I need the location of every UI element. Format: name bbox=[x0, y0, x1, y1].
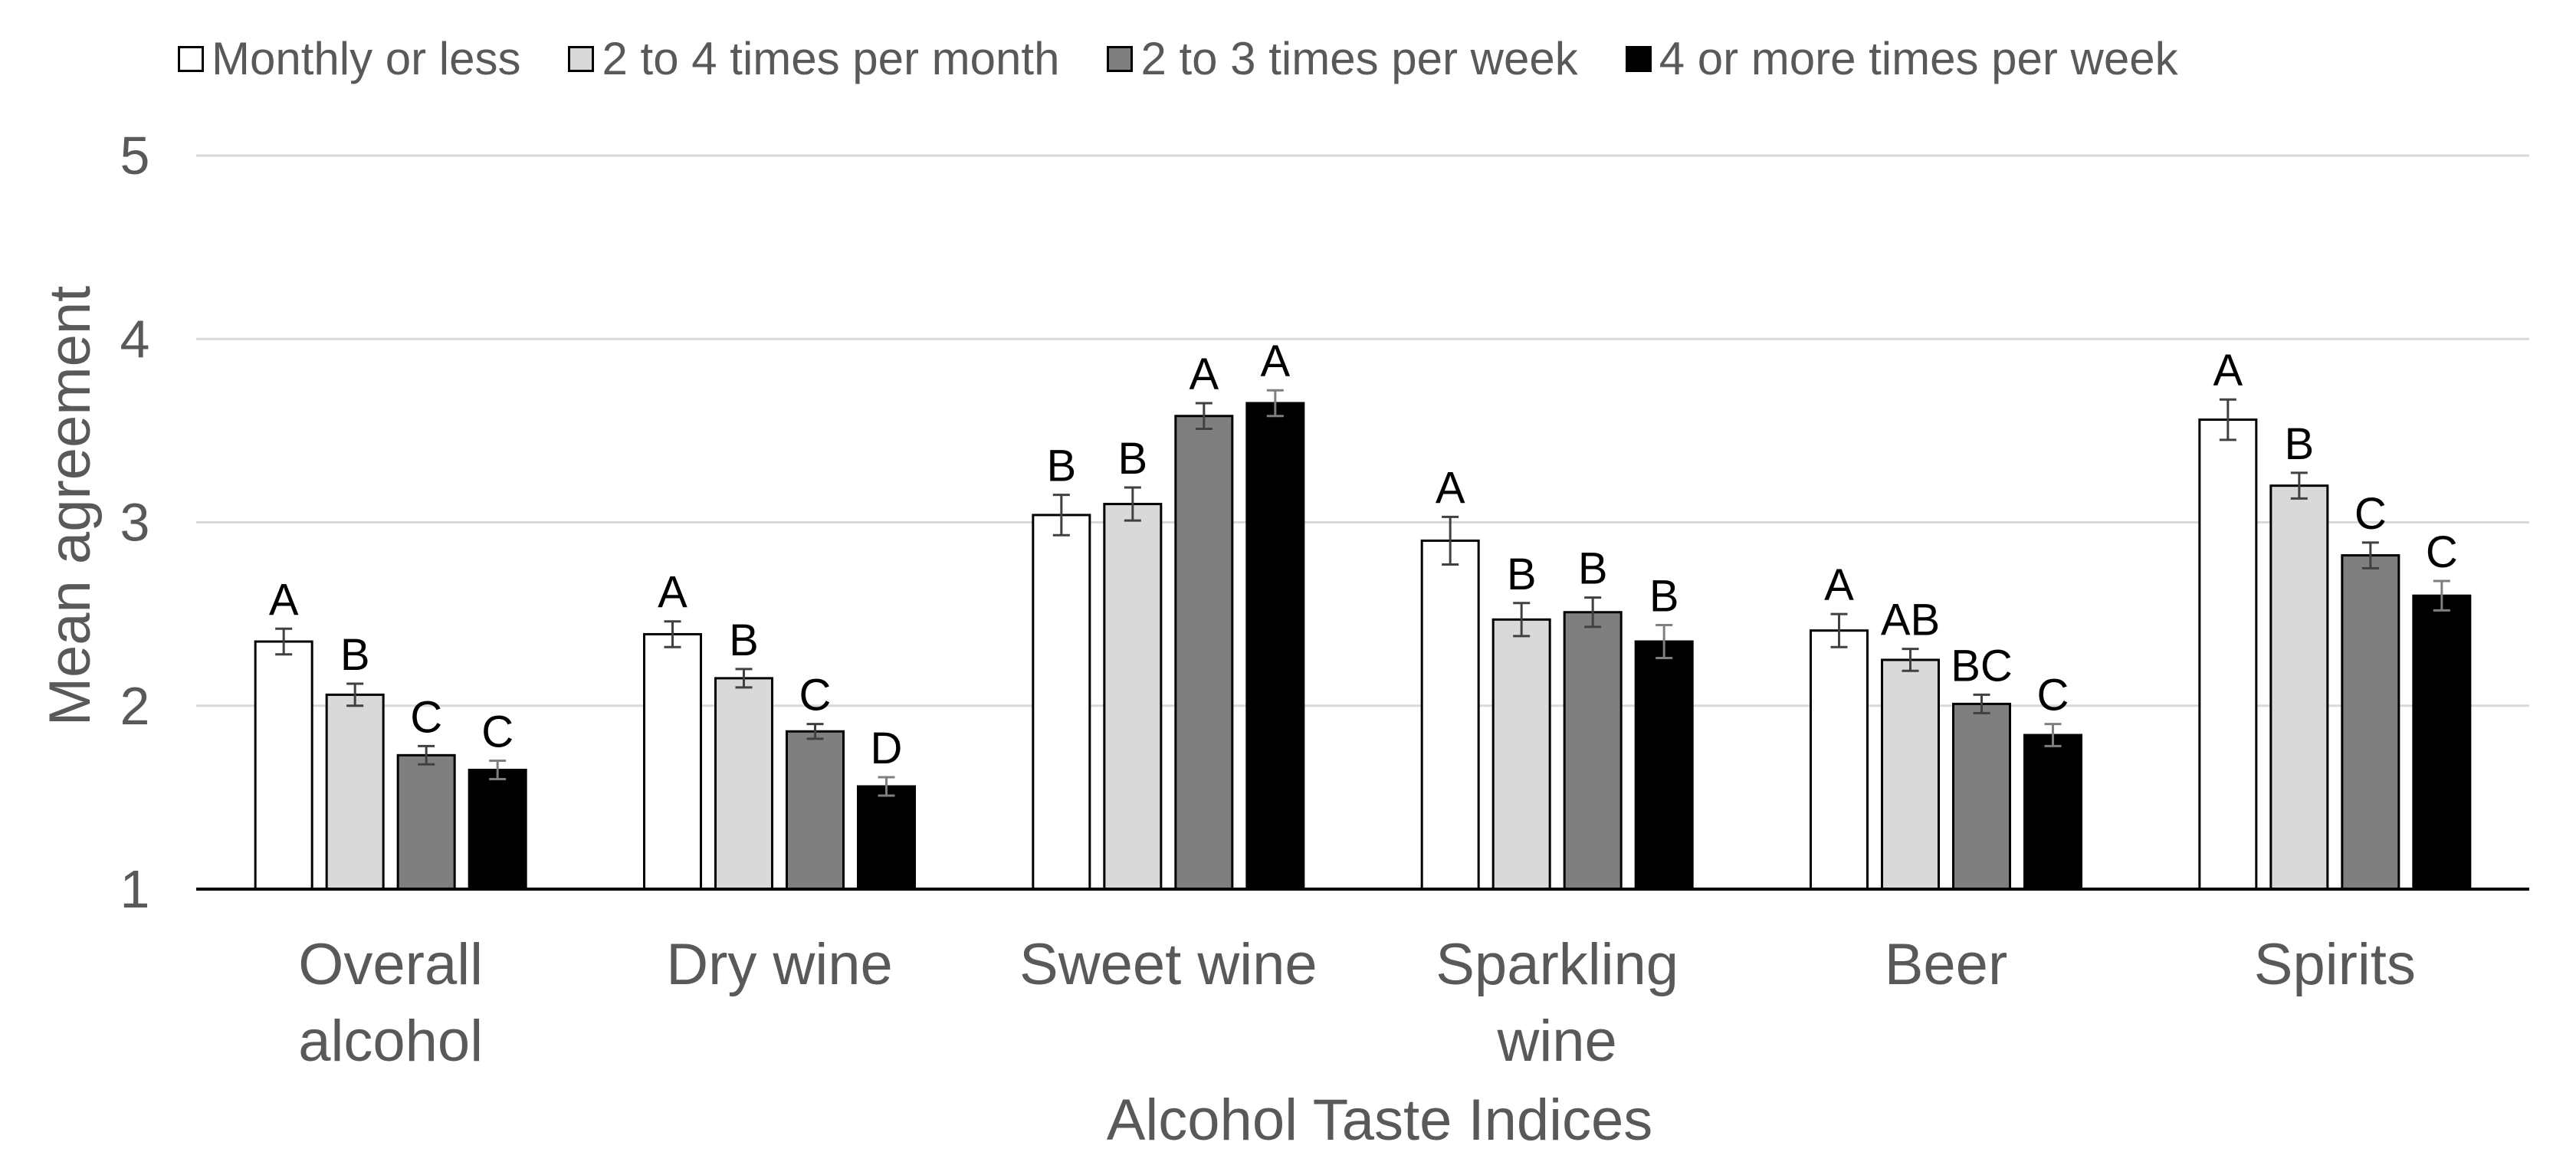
bar bbox=[2023, 734, 2082, 891]
bar bbox=[254, 640, 313, 891]
bar bbox=[1420, 539, 1480, 891]
significance-label: AB bbox=[1881, 596, 1940, 645]
significance-label: A bbox=[2213, 346, 2243, 395]
bar bbox=[2412, 594, 2472, 891]
x-tick-label: Sparkling bbox=[1436, 932, 1679, 997]
bar bbox=[396, 753, 456, 891]
significance-label: A bbox=[1189, 350, 1219, 399]
significance-label: B bbox=[729, 615, 759, 665]
significance-label: C bbox=[2037, 671, 2069, 720]
bar bbox=[1952, 702, 2011, 891]
significance-label: C bbox=[481, 707, 514, 757]
bar bbox=[643, 632, 702, 891]
bar bbox=[325, 693, 385, 891]
y-tick-label: 3 bbox=[120, 493, 150, 553]
bar bbox=[786, 730, 845, 891]
bar bbox=[468, 768, 527, 891]
x-tick-label: Sweet wine bbox=[1019, 932, 1318, 997]
significance-label: D bbox=[871, 724, 903, 773]
significance-label: C bbox=[410, 692, 442, 742]
significance-label: C bbox=[2354, 489, 2387, 539]
legend-label: 4 or more times per week bbox=[1659, 33, 2178, 84]
x-tick-label: Dry wine bbox=[666, 932, 893, 997]
significance-label: B bbox=[340, 630, 370, 680]
significance-label: B bbox=[1578, 544, 1608, 594]
bar bbox=[2269, 484, 2329, 891]
significance-label: A bbox=[269, 575, 299, 625]
bar bbox=[1103, 503, 1163, 891]
significance-label: A bbox=[1436, 463, 1465, 513]
bar bbox=[1881, 658, 1940, 891]
y-tick-label: 5 bbox=[120, 126, 150, 185]
bar bbox=[1245, 402, 1305, 891]
significance-label: A bbox=[658, 568, 687, 618]
legend-swatch-monthly-or-less bbox=[178, 45, 204, 72]
bar bbox=[1563, 611, 1623, 891]
legend-item-2-to-4-per-month: 2 to 4 times per month bbox=[568, 32, 1059, 85]
legend-swatch-2-to-4-per-month bbox=[568, 45, 595, 72]
significance-label: BC bbox=[1951, 641, 2013, 691]
bar bbox=[1810, 629, 1869, 891]
legend-label: Monthly or less bbox=[212, 33, 521, 84]
bar bbox=[1032, 514, 1091, 891]
significance-label: B bbox=[1507, 550, 1537, 599]
x-tick-label: wine bbox=[1497, 1009, 1617, 1074]
legend-item-monthly-or-less: Monthly or less bbox=[178, 32, 520, 85]
legend: Monthly or less 2 to 4 times per month 2… bbox=[178, 32, 2226, 85]
y-tick-label: 1 bbox=[120, 859, 150, 919]
legend-label: 2 to 3 times per week bbox=[1140, 33, 1578, 84]
bar bbox=[1491, 618, 1551, 891]
legend-swatch-4-or-more-per-week bbox=[1625, 45, 1652, 72]
bar bbox=[857, 785, 916, 891]
x-axis-title: Alcohol Taste Indices bbox=[1106, 1088, 1653, 1153]
significance-label: A bbox=[1260, 336, 1290, 386]
significance-label: B bbox=[2284, 419, 2314, 469]
bar bbox=[2198, 418, 2258, 891]
y-axis-title: Mean agreement bbox=[38, 285, 103, 727]
x-tick-label: Overall bbox=[298, 932, 483, 997]
legend-item-4-or-more-per-week: 4 or more times per week bbox=[1625, 32, 2178, 85]
x-tick-label: Spirits bbox=[2254, 932, 2416, 997]
bar bbox=[2341, 554, 2400, 891]
bar bbox=[1174, 415, 1234, 891]
significance-label: C bbox=[2426, 527, 2458, 577]
legend-item-2-to-3-per-week: 2 to 3 times per week bbox=[1107, 32, 1578, 85]
legend-swatch-2-to-3-per-week bbox=[1107, 45, 1134, 72]
bar bbox=[1634, 640, 1694, 891]
significance-label: B bbox=[1046, 441, 1076, 491]
y-tick-label: 4 bbox=[120, 309, 150, 369]
x-tick-label: Beer bbox=[1885, 932, 2008, 997]
x-tick-label: alcohol bbox=[298, 1009, 483, 1074]
significance-label: B bbox=[1117, 434, 1147, 484]
y-axis-title-wrap: Mean agreement bbox=[37, 286, 103, 727]
significance-label: A bbox=[1824, 560, 1854, 610]
significance-label: C bbox=[799, 671, 832, 720]
bar bbox=[714, 677, 773, 891]
significance-label: B bbox=[1649, 571, 1679, 621]
y-tick-label: 2 bbox=[120, 676, 150, 736]
legend-label: 2 to 4 times per month bbox=[602, 33, 1060, 84]
